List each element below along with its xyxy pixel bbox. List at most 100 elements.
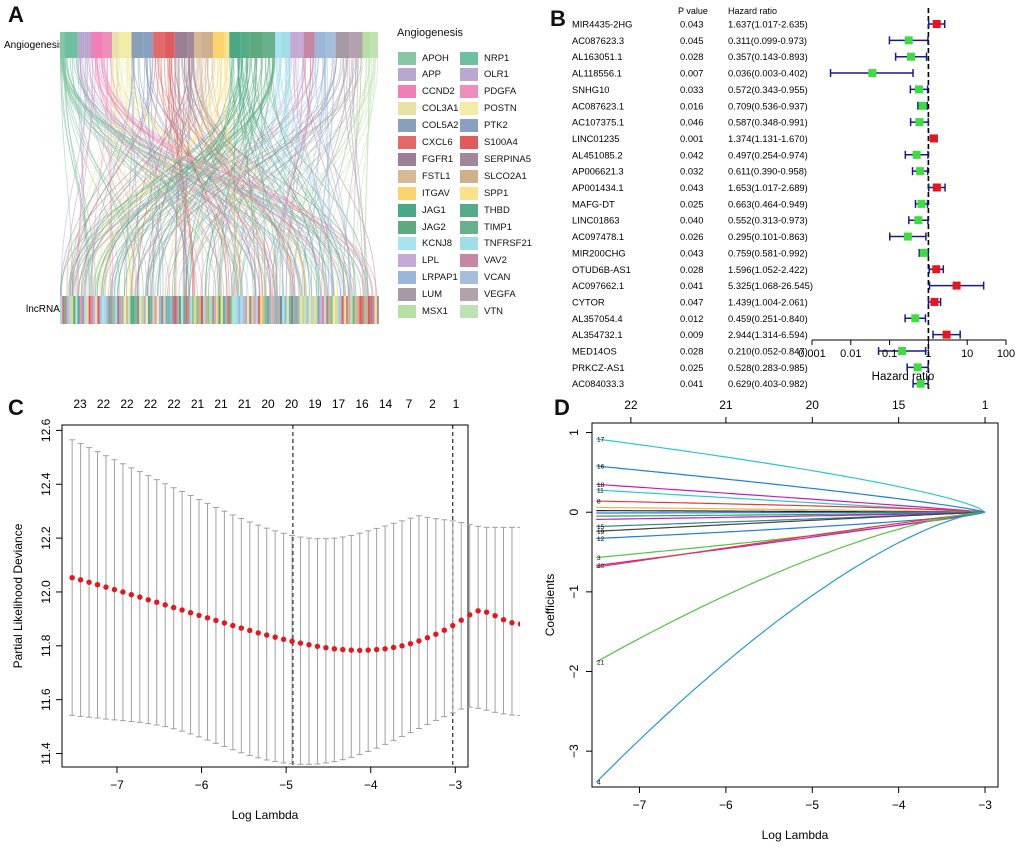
forest-p-value: 0.043 [680, 182, 703, 193]
legend-swatch [398, 220, 416, 234]
sankey-top-segment [303, 32, 315, 58]
forest-hr-text: 5.325(1.068-26.545) [728, 280, 813, 291]
sankey-bottom-segment [88, 296, 91, 324]
cv-point [306, 642, 312, 648]
legend-swatch [460, 85, 478, 99]
forest-point [952, 281, 961, 290]
cv-x-axis-label: Log Lambda [232, 808, 299, 822]
legend-swatch [460, 169, 478, 183]
legend-label: TNFRSF21 [484, 238, 533, 250]
legend-item: OLR1 [460, 68, 509, 82]
sankey-bottom-segment [269, 296, 272, 324]
sankey-top-segment [314, 32, 326, 58]
sankey-bottom-segment [332, 296, 335, 324]
forest-p-value: 0.025 [680, 198, 703, 209]
sankey-chart: Angiogenesis lncRNA [4, 32, 379, 324]
legend-label: VEGFA [484, 289, 516, 301]
sankey-bottom-segment [352, 296, 355, 324]
legend-label: JAG1 [422, 204, 446, 216]
legend-item: COL5A2 [398, 119, 458, 133]
forest-point [932, 183, 941, 192]
sankey-bottom-segment [170, 296, 173, 324]
sankey-flow [109, 57, 344, 297]
forest-p-value: 0.001 [680, 133, 703, 144]
sankey-bottom-segment [194, 296, 197, 324]
cv-x-tick-label: −7 [110, 778, 124, 792]
cv-y-tick-label: 11.4 [39, 742, 53, 765]
forest-hr-text: 0.357(0.143-0.893) [728, 51, 808, 62]
coef-path-label: 4 [597, 780, 601, 787]
forest-gene-label: AC097662.1 [572, 280, 624, 291]
cv-point [196, 612, 202, 619]
cv-x-tick-label: −5 [279, 778, 293, 792]
sankey-flow [80, 57, 86, 297]
forest-hr-text: 0.210(0.052-0.847) [728, 346, 808, 357]
sankey-bottom-segment [106, 296, 109, 324]
sankey-flow [342, 57, 362, 297]
forest-gene-label: AL451085.2 [572, 149, 623, 160]
cv-point [433, 631, 439, 637]
sankey-flow [61, 57, 217, 297]
forest-x-tick-label: 100 [997, 348, 1015, 360]
sankey-bottom-segment [249, 296, 252, 324]
forest-x-tick-label: 0.1 [882, 348, 897, 360]
forest-point [918, 101, 927, 110]
sankey-bottom-segment [286, 296, 289, 324]
sankey-bottom-segment [183, 296, 186, 324]
sankey-flow [183, 57, 190, 297]
forest-gene-label: LINC01235 [572, 133, 619, 144]
sankey-bottom-segment [315, 296, 318, 324]
cv-x-tick-label: −4 [364, 778, 378, 792]
legend-label: NRP1 [484, 52, 510, 64]
sankey-flow [174, 57, 187, 297]
legend-label: THBD [484, 204, 510, 216]
legend-item: TIMP1 [460, 220, 512, 234]
forest-p-value: 0.007 [680, 68, 703, 79]
forest-p-value: 0.009 [680, 329, 703, 340]
forest-hr-text: 0.572(0.343-0.955) [728, 84, 808, 95]
sankey-bottom-segment [361, 296, 364, 324]
forest-point [929, 134, 938, 143]
coef-y-tick-label: 1 [567, 429, 581, 436]
legend-label: LUM [422, 289, 443, 301]
panel-a: A Angiogenesis lncRNA Angiogenesis APOH N… [0, 0, 532, 340]
sankey-bottom-segment [84, 296, 87, 324]
sankey-bottom-segment [101, 296, 104, 324]
sankey-bottom-segment [295, 296, 298, 324]
forest-point [917, 199, 926, 208]
sankey-bottom-segment [291, 296, 294, 324]
legend-item: PTK2 [460, 119, 508, 133]
sankey-bottom-segment [97, 296, 100, 324]
legend-label: MSX1 [422, 306, 448, 317]
cv-point [331, 646, 338, 652]
cv-point [500, 616, 507, 623]
sankey-bottom-segment [363, 296, 366, 324]
sankey-bottom-segment [218, 296, 221, 324]
legend-item: KCNJ8 [398, 237, 452, 251]
cv-plot-frame [61, 424, 469, 768]
legend-label: SLCO2A1 [484, 170, 527, 182]
cv-point [179, 607, 185, 613]
cv-point [77, 577, 84, 583]
sankey-flow [81, 57, 274, 297]
sankey-bottom-segment [293, 296, 296, 324]
forest-hr-text: 1.637(1.017-2.635) [728, 19, 808, 30]
legend-item: VCAN [460, 271, 510, 285]
forest-p-value: 0.026 [680, 231, 703, 242]
sankey-top-segment [153, 32, 165, 58]
sankey-bottom-segment [231, 296, 234, 324]
sankey-bottom-segment [117, 296, 120, 324]
forest-point [919, 248, 928, 257]
sankey-flow [174, 57, 296, 297]
legend-swatch [460, 102, 478, 116]
forest-hr-text: 0.611(0.390-0.958) [728, 166, 807, 177]
legend-item: LUM [398, 288, 442, 302]
sankey-bottom-segment [95, 296, 98, 324]
sankey-bottom-segment [370, 296, 373, 324]
legend-item: FSTL1 [398, 169, 451, 183]
sankey-bottom-segment [350, 296, 353, 324]
sankey-flow [59, 57, 270, 297]
cv-point [424, 635, 431, 641]
sankey-flow [76, 57, 294, 297]
sankey-flow [69, 57, 247, 297]
